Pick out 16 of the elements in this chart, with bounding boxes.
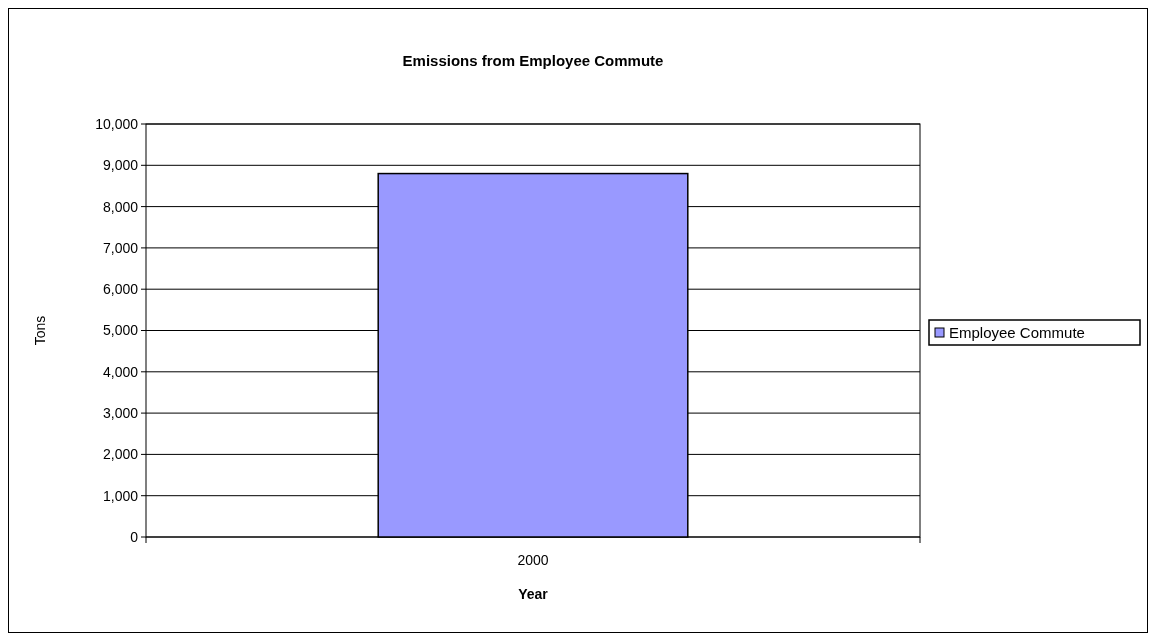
y-tick-label: 8,000	[102, 198, 139, 215]
y-tick-label: 0	[130, 528, 139, 545]
chart-title: Emissions from Employee Commute	[402, 52, 664, 69]
y-tick-label: 1,000	[102, 487, 139, 504]
x-tick-label: 2000	[517, 552, 549, 568]
y-tick-label: 5,000	[102, 322, 139, 339]
y-tick-label: 7,000	[102, 239, 139, 256]
y-tick-label: 4,000	[102, 363, 139, 380]
y-tick-label: 2,000	[102, 446, 139, 463]
y-tick-label: 3,000	[102, 405, 139, 421]
x-axis-title: Year	[518, 586, 549, 602]
y-tick-label: 10,000	[95, 115, 139, 132]
y-axis-title: Tons	[32, 315, 48, 346]
y-tick-label: 9,000	[102, 157, 139, 174]
legend-label: Employee Commute	[949, 324, 1085, 342]
y-tick-label: 6,000	[102, 281, 139, 298]
